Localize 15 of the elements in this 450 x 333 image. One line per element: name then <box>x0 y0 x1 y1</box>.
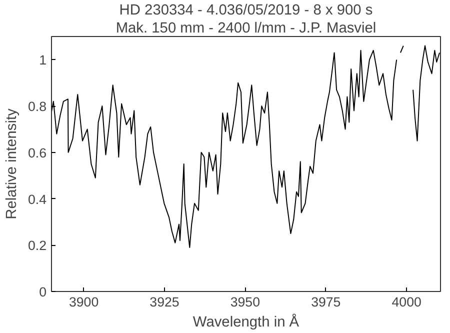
y-tick-label: 0.6 <box>28 145 47 160</box>
x-axis-title: Wavelength in Å <box>192 314 300 330</box>
y-tick-label: 0 <box>39 284 47 300</box>
x-tick-label: 3975 <box>311 294 341 310</box>
chart-subtitle: Mak. 150 mm - 2400 l/mm - J.P. Masviel <box>116 20 376 36</box>
y-tick-label: 0.2 <box>28 238 47 254</box>
x-tick-label: 3900 <box>68 294 99 310</box>
y-tick-label: 0.4 <box>28 192 48 207</box>
x-tick-label: 3925 <box>150 294 180 310</box>
x-tick-label: 4000 <box>392 294 422 310</box>
y-tick-label: 1 <box>39 52 47 68</box>
y-tick-label: 0.8 <box>28 99 47 114</box>
y-axis-title: Relative intensity <box>4 108 20 220</box>
x-tick-label: 3950 <box>230 294 260 310</box>
chart-title: HD 230334 - 4.036/05/2019 - 8 x 900 s <box>119 2 373 18</box>
